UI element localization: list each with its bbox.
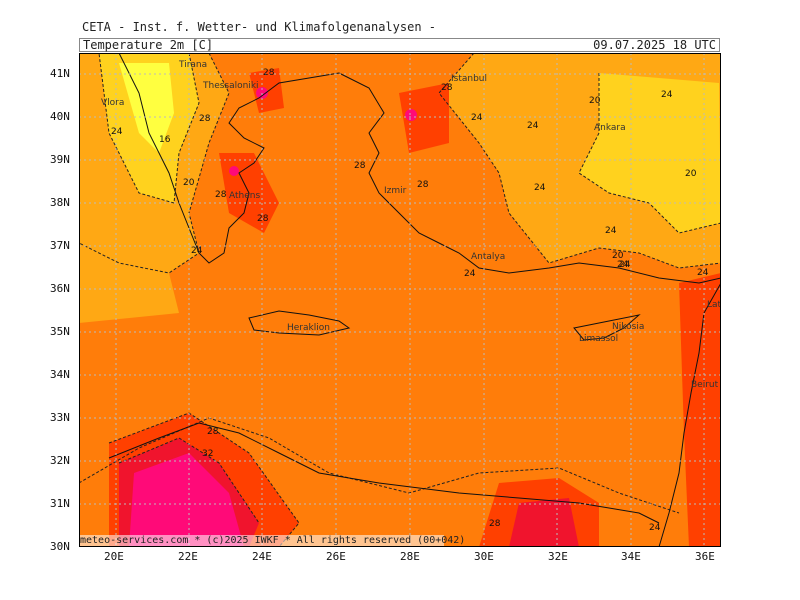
coastline-cyprus [573,314,641,341]
lat-label: 40N [50,110,70,123]
city-ankara: Ankara [594,123,626,133]
lon-label: 34E [621,550,641,563]
copyright-credit: meteo-services.com * (c)2025 IWKF * All … [80,535,466,546]
lon-label: 26E [326,550,346,563]
contour-36-africa [118,437,260,524]
contour-label: 28 [417,180,429,190]
coastline-turkey [338,72,721,284]
temp-zone-40-libya [129,453,244,547]
lat-label: 32N [50,454,70,467]
contour-label: 20 [183,178,195,188]
lat-label: 30N [50,540,70,553]
lon-label: 32E [548,550,568,563]
lon-label: 36E [695,550,715,563]
city-izmir: Izmir [384,186,407,196]
contour-label: 24 [471,113,483,123]
city-tirana: Tirana [178,60,207,70]
temp-zone-16-balkans [119,63,174,153]
contour-28-africa [79,417,680,514]
contour-label: 28 [207,427,219,437]
contour-label: 32 [202,449,213,459]
contour-label: 28 [263,68,275,78]
chart-title: CETA - Inst. f. Wetter- und Klimafolgena… [82,20,437,34]
contour-24-turkey [438,53,721,269]
lat-label: 37N [50,239,70,252]
city-beirut: Beirut [691,380,719,390]
lon-label: 22E [178,550,198,563]
contour-label: 28 [441,83,453,93]
temp-zone-40-athens [229,166,239,176]
lat-label: 36N [50,282,70,295]
contour-label: 28 [215,190,227,200]
contour-label: 20 [685,169,697,179]
coastline-greece [118,53,340,264]
city-limassol: Limassol [579,334,618,344]
lat-label: 41N [50,67,70,80]
lat-label: 34N [50,368,70,381]
temp-zone-20-turkey [579,73,721,233]
temp-zone-24-ionian [79,243,179,323]
temp-zone-40-anatolia [405,109,417,121]
temp-zone-36-egypt [509,498,579,547]
temp-zone-32-anatolia [399,83,449,153]
contour-label: 24 [464,269,476,279]
contour-label: 28 [199,114,211,124]
city-heraklion: Heraklion [287,323,330,333]
contour-32-africa [108,412,300,547]
lat-label: 31N [50,497,70,510]
contour-label: 20 [589,96,601,106]
contour-label: 24 [111,127,123,137]
lon-label: 28E [400,550,420,563]
contour-label: 16 [159,135,171,145]
temp-zone-32-levant [679,273,721,547]
graticule [79,53,721,547]
city-istanbul: Istanbul [451,74,487,84]
contour-label: 24 [649,523,661,533]
contour-label: 24 [617,260,629,270]
lon-label: 30E [474,550,494,563]
coastline-crete [248,310,351,336]
lat-label: 33N [50,411,70,424]
contour-24-balkans [79,53,230,274]
contour-label: 24 [661,90,673,100]
temperature-map: Tirana Vlora Thessaloniki Athens Istanbu… [79,53,721,547]
city-vlora: Vlora [101,98,124,108]
contour-label: 24 [605,226,617,236]
contour-label: 24 [697,268,709,278]
info-bar: Temperature 2m [C] 09.07.2025 18 UTC [79,38,720,52]
variable-label: Temperature 2m [C] [83,38,214,52]
contour-label: 20 [612,251,624,261]
coastline-levant [658,282,721,547]
city-athens: Athens [229,191,260,201]
city-nikosia: Nikosia [612,322,644,332]
contour-label: 24 [191,246,203,256]
contour-label: 28 [489,519,501,529]
contour-label: 24 [534,183,546,193]
contour-label: 28 [257,214,269,224]
contour-label: 24 [527,121,539,131]
contour-20-turkey [578,73,721,234]
lat-label: 39N [50,153,70,166]
city-thessaloniki: Thessaloniki [202,81,259,91]
lat-label: 35N [50,325,70,338]
lon-label: 20E [104,550,124,563]
city-antalya: Antalya [471,252,505,262]
lon-label: 24E [252,550,272,563]
contour-label: 24 [619,260,631,270]
contour-label: 28 [354,161,366,171]
coastline-north-africa [108,422,660,524]
valid-time: 09.07.2025 18 UTC [593,38,716,52]
lat-label: 38N [50,196,70,209]
city-latakia: Latakia [707,300,721,310]
